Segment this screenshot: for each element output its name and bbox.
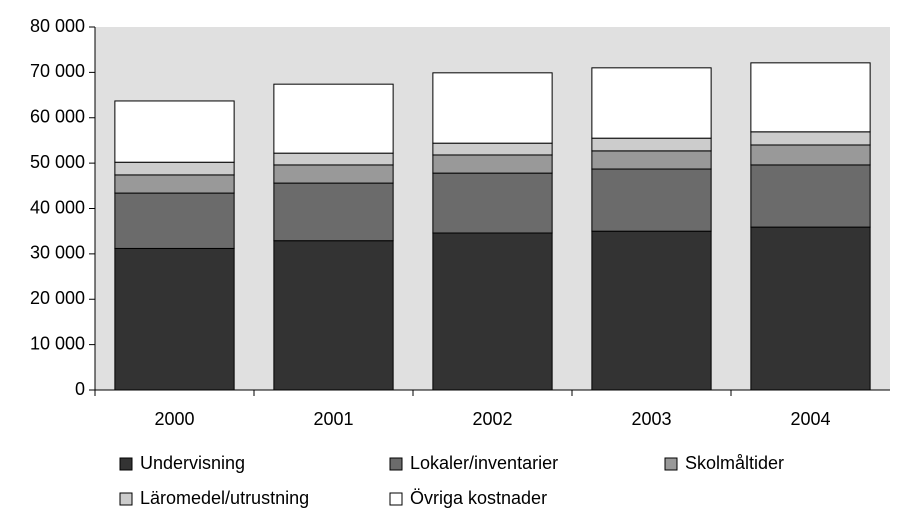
y-tick-label: 40 000 bbox=[30, 197, 85, 217]
legend-label: Lokaler/inventarier bbox=[410, 453, 558, 473]
y-tick-label: 50 000 bbox=[30, 152, 85, 172]
bar-segment bbox=[591, 150, 712, 170]
bar-segment bbox=[591, 137, 712, 152]
bar-segment bbox=[273, 240, 394, 391]
legend-label: Övriga kostnader bbox=[410, 488, 547, 508]
bar-segment bbox=[432, 154, 553, 174]
bar-segment bbox=[432, 142, 553, 156]
legend-swatch bbox=[389, 492, 403, 506]
bar-segment bbox=[432, 172, 553, 234]
bar-segment bbox=[750, 164, 871, 228]
legend-label: Läromedel/utrustning bbox=[140, 488, 309, 508]
bar-segment bbox=[750, 144, 871, 166]
bar-segment bbox=[591, 168, 712, 232]
bar-segment bbox=[432, 72, 553, 144]
bar-segment bbox=[273, 164, 394, 184]
bar-segment bbox=[114, 247, 235, 391]
bar-segment bbox=[750, 131, 871, 146]
x-tick-label: 2001 bbox=[313, 409, 353, 429]
bar-segment bbox=[750, 226, 871, 391]
x-tick-label: 2004 bbox=[790, 409, 830, 429]
bar-segment bbox=[750, 62, 871, 133]
bar-segment bbox=[114, 192, 235, 249]
y-tick-label: 70 000 bbox=[30, 61, 85, 81]
bar-segment bbox=[273, 152, 394, 166]
y-tick-label: 10 000 bbox=[30, 333, 85, 353]
x-tick-label: 2003 bbox=[631, 409, 671, 429]
bar-segment bbox=[591, 67, 712, 139]
y-tick-label: 0 bbox=[75, 379, 85, 399]
y-tick-label: 30 000 bbox=[30, 243, 85, 263]
y-tick-label: 20 000 bbox=[30, 288, 85, 308]
bar-segment bbox=[273, 182, 394, 242]
x-tick-label: 2002 bbox=[472, 409, 512, 429]
bar-segment bbox=[273, 83, 394, 154]
legend-swatch bbox=[389, 457, 403, 471]
bar-segment bbox=[432, 232, 553, 391]
bar-segment bbox=[114, 161, 235, 176]
y-tick-label: 60 000 bbox=[30, 107, 85, 127]
legend-swatch bbox=[664, 457, 678, 471]
y-tick-label: 80 000 bbox=[30, 16, 85, 36]
legend-label: Skolmåltider bbox=[685, 453, 784, 473]
legend-label: Undervisning bbox=[140, 453, 245, 473]
x-tick-label: 2000 bbox=[154, 409, 194, 429]
legend-swatch bbox=[119, 457, 133, 471]
bar-segment bbox=[114, 174, 235, 194]
bar-segment bbox=[114, 100, 235, 163]
bar-segment bbox=[591, 230, 712, 391]
legend-swatch bbox=[119, 492, 133, 506]
